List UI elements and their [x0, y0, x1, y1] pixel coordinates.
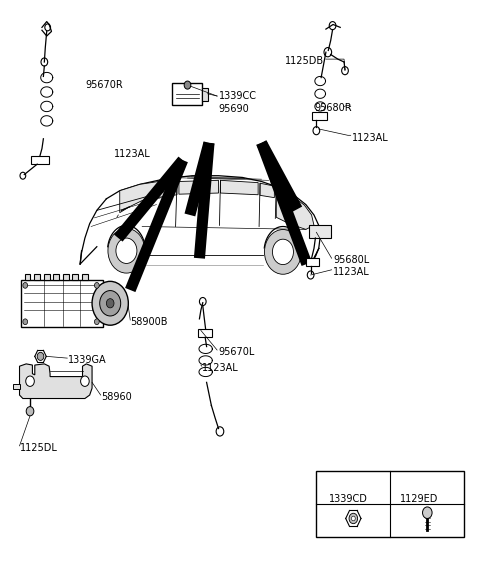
Polygon shape: [220, 180, 258, 195]
Text: 1123AL: 1123AL: [333, 267, 370, 277]
Bar: [198, 329, 212, 338]
Text: 1339GA: 1339GA: [68, 356, 107, 365]
Bar: [22, 280, 103, 327]
Circle shape: [23, 282, 28, 288]
Circle shape: [23, 319, 28, 325]
Text: 1339CC: 1339CC: [218, 91, 256, 101]
Bar: [72, 274, 78, 280]
Circle shape: [116, 238, 137, 263]
Bar: [312, 111, 327, 119]
Text: 1339CD: 1339CD: [329, 494, 368, 504]
Text: 1123AL: 1123AL: [352, 133, 389, 143]
Text: 1123AL: 1123AL: [114, 150, 150, 160]
Text: 95690: 95690: [218, 104, 249, 114]
Text: 58960: 58960: [102, 392, 132, 402]
Bar: [306, 258, 319, 266]
Text: 95670L: 95670L: [218, 347, 255, 357]
Circle shape: [95, 319, 99, 325]
Text: 1125DB: 1125DB: [285, 56, 324, 67]
Circle shape: [184, 81, 191, 89]
Bar: [63, 274, 69, 280]
Circle shape: [37, 352, 44, 360]
Circle shape: [264, 230, 301, 274]
Polygon shape: [13, 383, 20, 389]
Text: 95670R: 95670R: [85, 80, 123, 90]
Bar: [53, 274, 59, 280]
Text: 95680L: 95680L: [333, 255, 369, 265]
Polygon shape: [20, 364, 92, 398]
Polygon shape: [179, 180, 218, 194]
Bar: [202, 88, 207, 101]
Bar: [31, 156, 49, 164]
Circle shape: [422, 507, 432, 519]
Text: 1129ED: 1129ED: [400, 494, 438, 504]
Text: 95680R: 95680R: [314, 103, 351, 113]
Bar: [25, 274, 31, 280]
Text: 1123AL: 1123AL: [202, 363, 239, 373]
Polygon shape: [80, 176, 320, 274]
Bar: [82, 274, 88, 280]
Polygon shape: [276, 187, 314, 230]
Circle shape: [273, 239, 293, 264]
Bar: [316, 471, 464, 537]
Circle shape: [92, 281, 128, 325]
Circle shape: [100, 291, 120, 316]
Circle shape: [81, 376, 89, 386]
Circle shape: [26, 376, 34, 386]
Bar: [34, 274, 40, 280]
Circle shape: [351, 516, 355, 521]
Text: 58900B: 58900B: [130, 317, 168, 327]
Bar: [44, 274, 49, 280]
Circle shape: [349, 513, 358, 524]
Circle shape: [107, 299, 114, 308]
Polygon shape: [120, 180, 177, 213]
Bar: [309, 226, 331, 238]
Bar: [172, 84, 202, 106]
Polygon shape: [260, 183, 275, 198]
Circle shape: [95, 282, 99, 288]
Circle shape: [26, 407, 34, 416]
Circle shape: [108, 229, 145, 273]
Text: 1125DL: 1125DL: [20, 443, 58, 453]
